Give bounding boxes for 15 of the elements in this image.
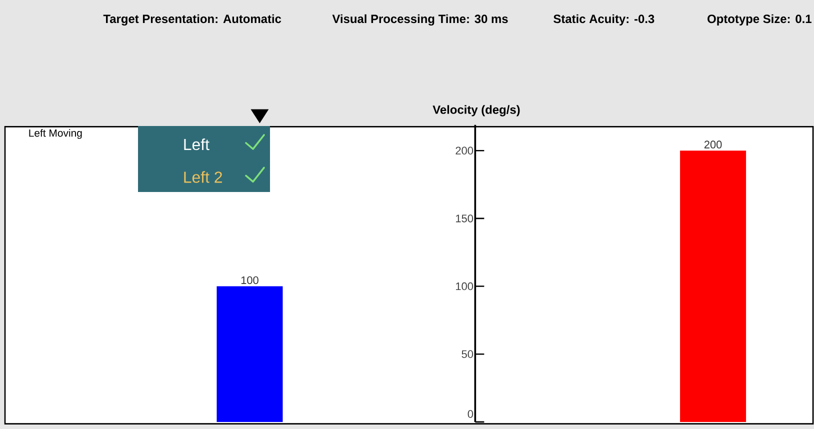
annotation: Left (184, 138, 210, 150)
data-label: 100 (241, 276, 258, 284)
text: Visual Processing Time: 30 ms (332, 14, 508, 26)
text: Static Acuity: -0.3 (554, 14, 654, 26)
y-tick-label: 150 (456, 214, 474, 222)
y-tick-label: 0 (468, 410, 474, 418)
annotation: Left 2 (184, 171, 222, 183)
text: Target Presentation: Automatic (103, 14, 282, 26)
y-tick-label: 200 (456, 146, 474, 155)
y-tick-label: 50 (462, 350, 474, 358)
chart-title: Left Moving (29, 129, 82, 139)
text: Optotype Size: 0.1 (708, 14, 812, 26)
y-axis-title: Velocity (deg/s) (432, 105, 520, 116)
y-tick-label: 100 (456, 282, 474, 290)
data-label: 200 (704, 140, 722, 148)
